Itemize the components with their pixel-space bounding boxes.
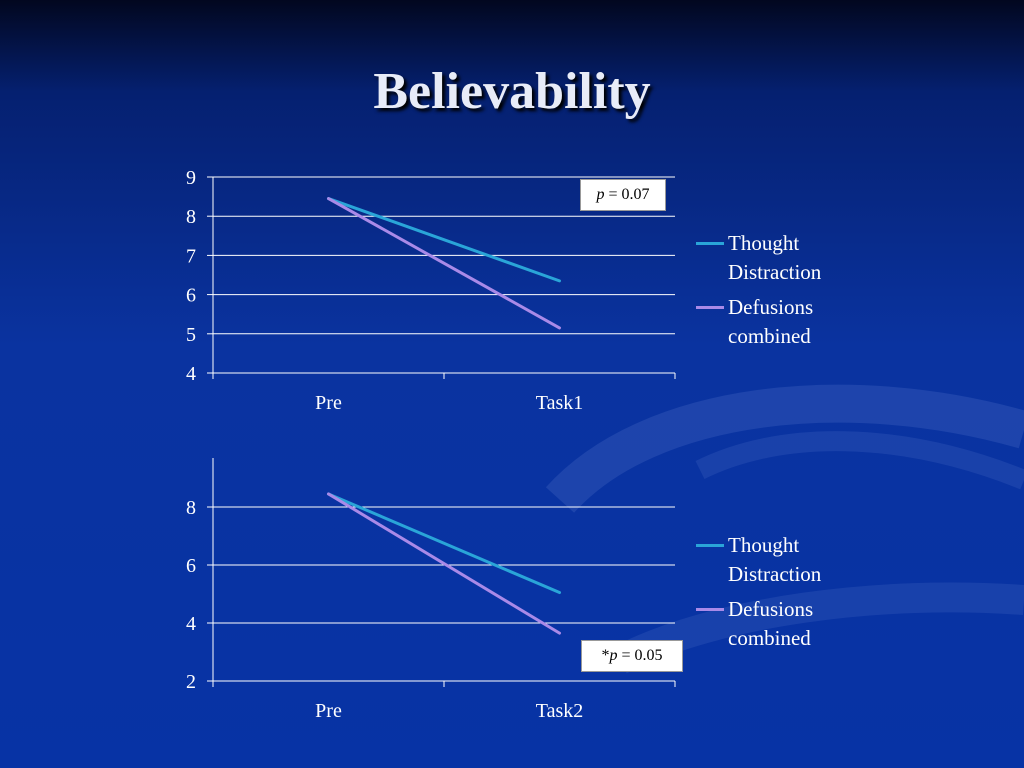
- legend-item-thought-distraction: Thought Distraction: [696, 531, 896, 589]
- legend-swatch-thought: [696, 544, 724, 547]
- y-tick-label: 9: [186, 167, 196, 189]
- chart-believability-task1: 4 5 6 7 8 9 Pre Task1 p = 0.07 Thought Distract…: [0, 160, 1024, 430]
- legend-label-line: Distraction: [728, 562, 822, 586]
- legend-item-defusions-combined: Defusions combined: [696, 293, 896, 351]
- legend-label-line: Thought: [728, 231, 800, 255]
- x-tick-label: Pre: [315, 392, 342, 414]
- x-tick-label: Pre: [315, 700, 342, 722]
- legend-swatch-defusions: [696, 306, 724, 309]
- x-tick-label: Task1: [536, 392, 583, 414]
- legend-item-defusions-combined: Defusions combined: [696, 595, 896, 653]
- y-tick-label: 6: [186, 285, 196, 307]
- y-tick-label: 5: [186, 324, 196, 346]
- p-value-symbol: p: [609, 647, 618, 664]
- y-tick-label: 8: [186, 497, 196, 519]
- series-line-thought-distraction: [327, 197, 561, 283]
- legend-swatch-defusions: [696, 608, 724, 611]
- p-value-symbol: p: [596, 186, 605, 203]
- legend-label-line: Defusions: [728, 295, 814, 319]
- y-tick-label: 4: [186, 363, 196, 385]
- series-line-defusions-combined: [327, 492, 561, 635]
- p-value-prefix: *: [601, 647, 610, 664]
- chart-believability-task2: 2 4 6 8 Pre Task2 *p = 0.05 Thought Distracti…: [0, 458, 1024, 735]
- series-line-thought-distraction: [327, 492, 561, 595]
- legend-label-line: combined: [728, 324, 811, 348]
- chart-1-svg: 4 5 6 7 8 9 Pre Task1: [186, 167, 676, 414]
- y-tick-label: 8: [186, 206, 196, 228]
- legend-label-line: Thought: [728, 533, 800, 557]
- x-tick-label: Task2: [536, 700, 583, 722]
- y-tick-label: 7: [186, 245, 196, 267]
- legend-label-line: Distraction: [728, 260, 822, 284]
- y-tick-label: 2: [186, 671, 196, 693]
- slide-title: Believability: [373, 63, 651, 120]
- series-line-defusions-combined: [327, 197, 561, 330]
- y-tick-label: 6: [186, 555, 196, 577]
- legend-1: Thought Distraction Defusions combined: [696, 229, 896, 357]
- chart-2-svg: 2 4 6 8 Pre Task2: [186, 458, 676, 722]
- legend-swatch-thought: [696, 242, 724, 245]
- y-tick-label: 4: [186, 613, 196, 635]
- legend-label-line: combined: [728, 626, 811, 650]
- p-value-box-1: p = 0.07: [580, 179, 666, 211]
- p-value-text: = 0.07: [604, 186, 650, 203]
- legend-label-line: Defusions: [728, 597, 814, 621]
- legend-2: Thought Distraction Defusions combined: [696, 531, 896, 659]
- legend-item-thought-distraction: Thought Distraction: [696, 229, 896, 287]
- p-value-text: = 0.05: [617, 647, 663, 664]
- p-value-box-2: *p = 0.05: [581, 640, 683, 672]
